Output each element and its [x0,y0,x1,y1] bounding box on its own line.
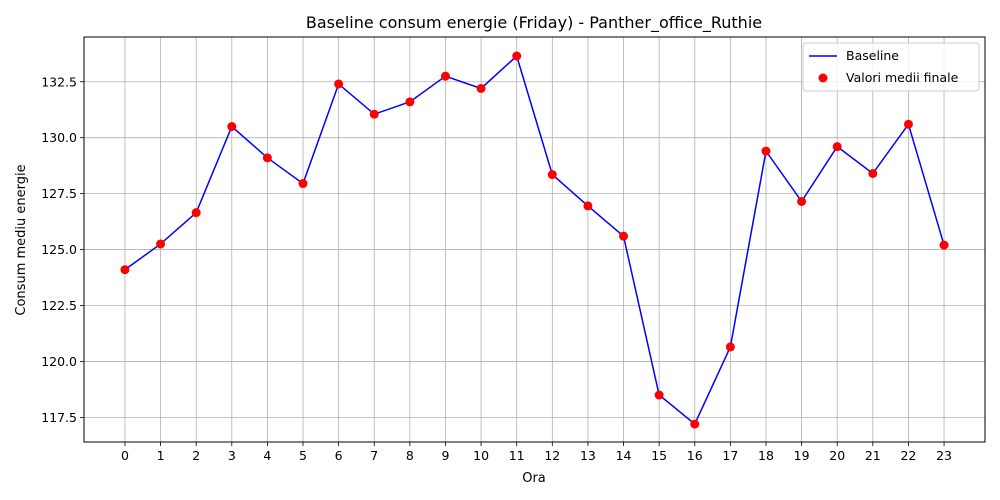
scatter-point [583,201,593,211]
x-tick-label: 15 [651,448,667,463]
x-tick-label: 9 [441,448,449,463]
scatter-point [725,342,735,352]
x-tick-label: 3 [228,448,236,463]
scatter-point [476,83,486,93]
legend: Baseline Valori medii finale [802,42,980,92]
scatter-point [547,170,557,180]
series [120,51,949,429]
scatter-point [903,119,913,129]
x-tick-label: 13 [580,448,596,463]
x-tick-label: 17 [722,448,738,463]
scatter-point [761,146,771,156]
x-tick-label: 5 [299,448,307,463]
y-tick-label: 122.5 [41,298,77,313]
x-tick-label: 14 [616,448,632,463]
x-tick-label: 0 [121,448,129,463]
x-tick-label: 11 [509,448,525,463]
x-tick-label: 21 [865,448,881,463]
y-tick-label: 130.0 [41,130,77,145]
x-tick-label: 20 [829,448,845,463]
scatter-point [262,153,272,163]
legend-box [802,42,980,92]
y-tick-label: 127.5 [41,186,77,201]
x-tick-label: 8 [406,448,414,463]
legend-scatter-marker [818,73,828,83]
scatter-point [298,179,308,189]
scatter-point [619,231,629,241]
x-tick-label: 2 [192,448,200,463]
scatter-point [156,239,166,249]
x-tick-label: 22 [900,448,916,463]
baseline-line [124,54,945,426]
scatter-point [369,109,379,119]
x-axis-label: Ora [522,471,546,486]
scatter-point [939,240,949,250]
x-tick-label: 12 [544,448,560,463]
x-tick-label: 6 [335,448,343,463]
x-tick-label: 7 [370,448,378,463]
scatter-point [405,97,415,107]
scatter-point [227,122,237,132]
scatter-point [797,196,807,206]
axis-ticks: 0 1 2 3 4 5 6 7 8 9 10 11 12 13 14 15 16 17 18 19 20 21 22 2311… [41,74,952,463]
y-tick-label: 117.5 [41,410,77,425]
x-tick-label: 4 [263,448,271,463]
scatter-point [832,142,842,152]
y-tick-label: 125.0 [41,242,77,257]
y-tick-label: 132.5 [41,74,77,89]
plot-frame [83,36,986,443]
x-tick-label: 19 [794,448,810,463]
x-tick-label: 16 [687,448,703,463]
y-tick-label: 120.0 [41,354,77,369]
x-tick-label: 1 [157,448,165,463]
x-tick-label: 23 [936,448,952,463]
scatter-point [868,168,878,178]
scatter-point [334,79,344,89]
scatter-point [440,71,450,81]
scatter-point [690,419,700,429]
scatter-point [120,265,130,275]
scatter-point [654,390,664,400]
legend-label-valori: Valori medii finale [846,70,959,85]
x-tick-label: 10 [473,448,489,463]
x-tick-label: 18 [758,448,774,463]
scatter-point [512,51,522,61]
y-axis-label: Consum mediu energie [14,164,29,315]
chart-title: Baseline consum energie (Friday) - Panth… [306,13,762,33]
scatter-point [191,208,201,218]
grid [84,37,985,442]
legend-label-baseline: Baseline [846,48,899,63]
